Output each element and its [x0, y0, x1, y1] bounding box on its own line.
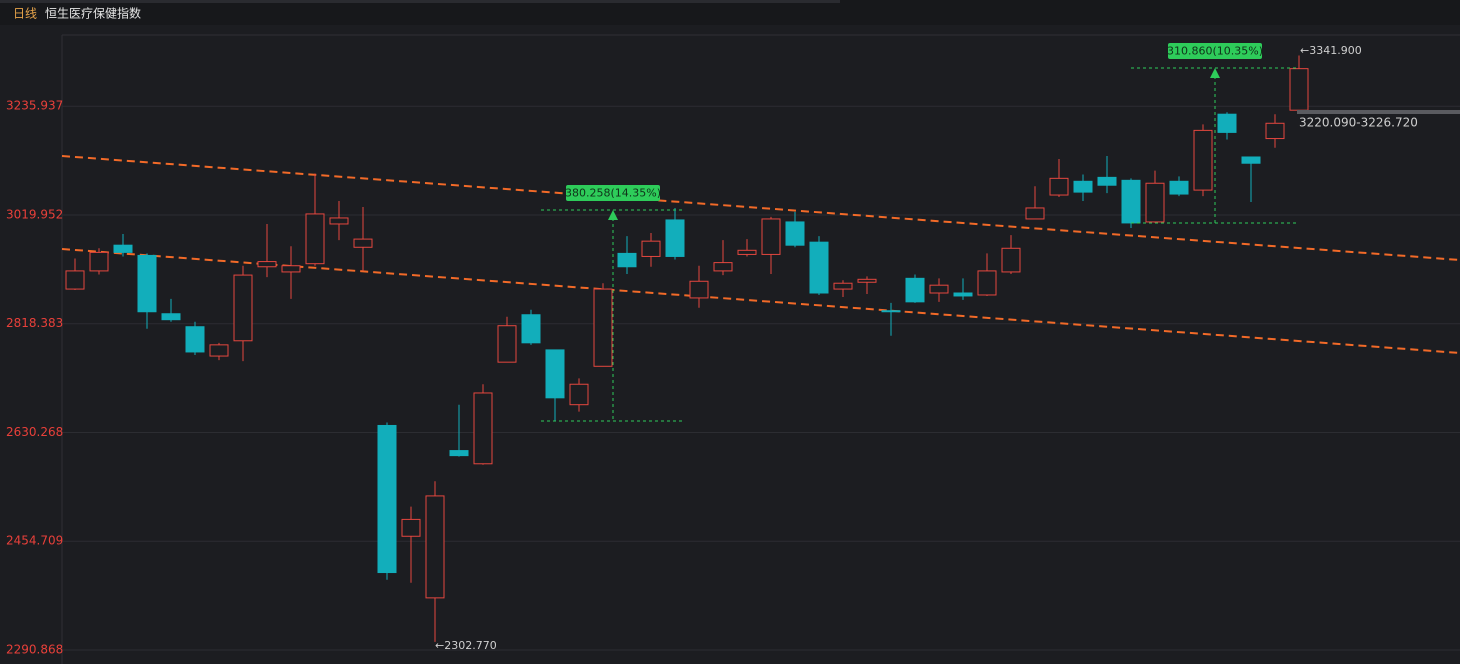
candle-body	[689, 280, 709, 299]
candle-body	[1169, 180, 1189, 195]
candle-body	[1265, 122, 1285, 140]
candle-body	[617, 252, 637, 268]
candle-body	[785, 221, 805, 246]
candle-body	[1217, 113, 1237, 133]
candle-body	[1073, 180, 1093, 193]
candle-body	[257, 261, 277, 268]
candle-body	[713, 262, 733, 272]
candle-body	[929, 284, 949, 294]
candle-body	[881, 310, 901, 313]
candles	[65, 55, 1309, 642]
candle-body	[1097, 176, 1117, 186]
candle-body	[737, 249, 757, 255]
candle-body	[521, 314, 541, 344]
y-tick-label: 3019.952	[6, 207, 63, 221]
candle-body	[1145, 182, 1165, 223]
candle-body	[1001, 247, 1021, 273]
candle-body	[1025, 207, 1045, 220]
candle-body	[89, 251, 109, 272]
candle-body	[857, 278, 877, 283]
candle-body	[545, 349, 565, 399]
candle-body	[449, 450, 469, 457]
candle-body	[329, 217, 349, 225]
candle-body	[233, 274, 253, 342]
y-tick-label: 3235.937	[6, 99, 63, 113]
candle-body	[377, 424, 397, 574]
candle-body	[569, 383, 589, 406]
low-annotation: ←2302.770	[435, 639, 497, 652]
candle-body	[905, 277, 925, 303]
measure-arrow	[1210, 68, 1220, 78]
y-tick-label: 2818.383	[6, 316, 63, 330]
candle-body	[1193, 129, 1213, 191]
y-tick-label: 2290.868	[6, 643, 63, 657]
grid: 2290.868 2454.709 2630.268 2818.383 3019.952…	[6, 99, 1460, 657]
candle-body	[641, 240, 661, 257]
candle-body	[401, 518, 421, 537]
candle-body	[65, 270, 85, 290]
high-annotation: ←3341.900	[1300, 44, 1362, 57]
candle-body	[1289, 68, 1309, 111]
price-range-label: 3220.090-3226.720	[1299, 116, 1418, 130]
index-title: 恒生医疗保健指数	[45, 6, 141, 21]
candle-body	[353, 238, 373, 248]
candle-body	[593, 288, 613, 367]
candle-body	[305, 213, 325, 265]
price-range-band	[1297, 110, 1460, 114]
period-label[interactable]: 日线	[13, 7, 37, 21]
candle-body	[665, 219, 685, 257]
candle-body	[425, 495, 445, 599]
tab-strip	[0, 0, 840, 3]
measure-label: 310.860(10.35%)	[1167, 45, 1263, 58]
toolbar	[0, 0, 1460, 25]
candle-body	[473, 392, 493, 465]
candle-body	[137, 254, 157, 313]
candle-body	[185, 326, 205, 353]
candle-body	[1049, 177, 1069, 196]
candle-body	[761, 218, 781, 255]
candle-body	[809, 241, 829, 294]
candle-body	[161, 313, 181, 321]
candle-body	[497, 325, 517, 363]
measure-label: 380.258(14.35%)	[565, 187, 661, 200]
measure-arrow	[608, 210, 618, 220]
candle-body	[113, 244, 133, 253]
candle-body	[833, 282, 853, 290]
candle-body	[281, 265, 301, 273]
measure-badge	[566, 185, 660, 201]
candle-body	[977, 270, 997, 296]
candle-body	[1121, 179, 1141, 224]
y-tick-label: 2454.709	[6, 534, 63, 548]
candle-body	[1241, 156, 1261, 164]
candle-body	[953, 292, 973, 297]
y-tick-label: 2630.268	[6, 425, 63, 439]
candle-body	[209, 344, 229, 357]
measure-badge	[1168, 43, 1262, 59]
